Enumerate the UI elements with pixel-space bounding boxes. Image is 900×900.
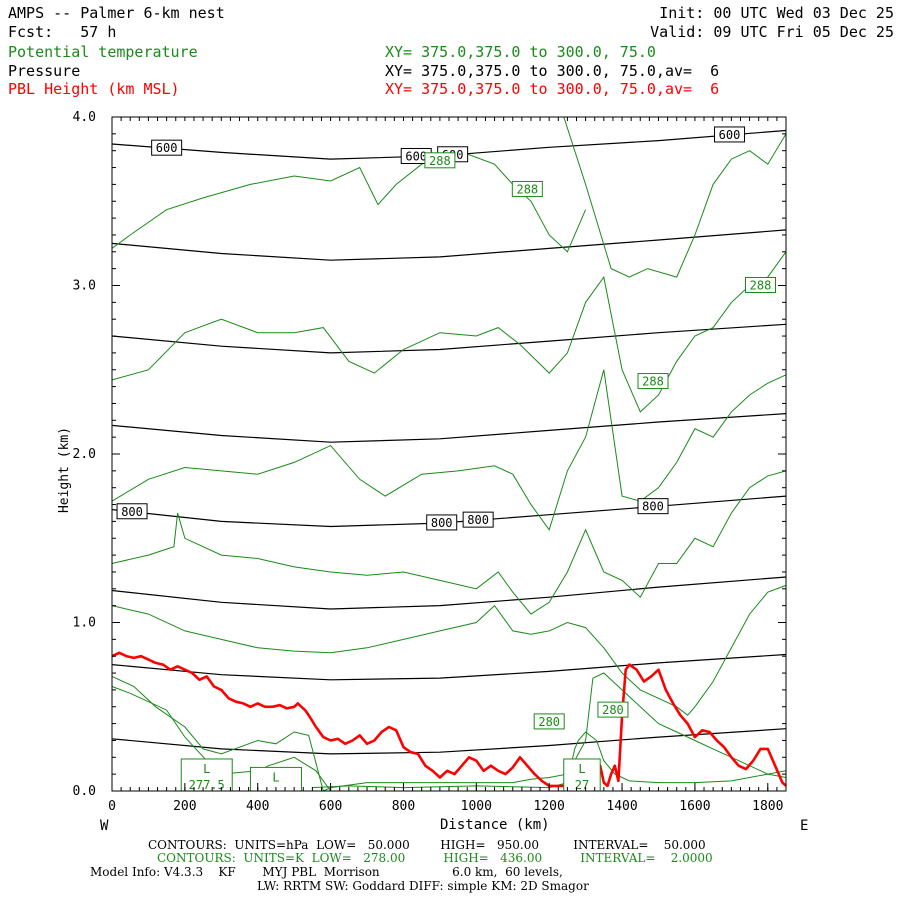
theta-contour-theta-6: [111, 672, 787, 792]
theta-label-280: 280: [602, 703, 624, 717]
pressure-contour-850-hpa: [111, 576, 787, 610]
x-tick-label: 600: [319, 799, 342, 814]
legend-pressure-xy: XY= 375.0,375.0 to 300.0, 75.0,av= 6: [385, 62, 720, 80]
pressure-label-800-box: [462, 511, 494, 528]
legend-pbl-name: PBL Height (km MSL): [8, 80, 180, 98]
legend-theta-xy: XY= 375.0,375.0 to 300.0, 75.0: [385, 43, 656, 61]
x-tick-label: 400: [246, 799, 269, 814]
legend-pbl-xy: XY= 375.0,375.0 to 300.0, 75.0,av= 6: [385, 80, 720, 98]
pressure-contour-750-hpa: [111, 413, 787, 443]
y-tick-label: 2.0: [73, 447, 96, 462]
low-marker-1-box: [180, 758, 233, 792]
theta-label-288-box: [637, 373, 669, 390]
theta-contour-theta-4: [111, 470, 787, 615]
pressure-label-600: 600: [719, 128, 741, 142]
footer-physics-info: LW: RRTM SW: Goddard DIFF: simple KM: 2D…: [257, 879, 589, 893]
pressure-label-600: 600: [405, 149, 427, 163]
theta-label-288: 288: [516, 182, 538, 196]
pressure-label-800: 800: [431, 516, 453, 530]
low-marker-3-box: [563, 758, 601, 792]
theta-contour-theta-top: [563, 116, 787, 278]
theta-contours: [111, 116, 787, 792]
pbl-height-line: [111, 651, 787, 789]
low-marker-1-value: 277.5: [189, 778, 225, 792]
x-tick-label: 1200: [534, 799, 565, 814]
pressure-contour-650-hpa: [111, 229, 787, 261]
theta-contour-theta-1: [111, 150, 587, 253]
low-marker-3: L: [578, 762, 585, 776]
x-tick-label: 1400: [606, 799, 637, 814]
y-tick-label: 4.0: [73, 110, 96, 125]
x-axis-label: Distance (km): [440, 817, 550, 833]
pressure-contour-700-hpa: [111, 323, 787, 354]
x-tick-label: 0: [108, 799, 116, 814]
theta-contour-theta-2: [111, 251, 787, 413]
forecast-hour: Fcst: 57 h: [8, 23, 117, 41]
low-marker-2: L: [272, 770, 279, 784]
chart-axes: 0 200 400 600 800 1000 1200 1400 1600 1800 0.0 1.0 2…: [73, 110, 787, 814]
init-time: Init: 00 UTC Wed 03 Dec 25: [659, 4, 894, 22]
pressure-label-600: 600: [156, 141, 178, 155]
theta-label-288: 288: [642, 375, 664, 389]
east-label: E: [800, 818, 808, 834]
x-tick-label: 200: [173, 799, 196, 814]
x-tick-label: 1000: [461, 799, 492, 814]
pressure-label-800: 800: [642, 500, 664, 514]
x-tick-label: 1800: [752, 799, 783, 814]
x-tick-label: 800: [392, 799, 415, 814]
y-tick-label: 1.0: [73, 616, 96, 631]
footer-theta-contours: CONTOURS: UNITS=K LOW= 278.00 HIGH= 436.…: [157, 851, 713, 865]
theta-label-280-box: [597, 701, 629, 718]
theta-label-288-box: [744, 277, 776, 293]
pressure-label-800-box: [116, 503, 148, 520]
theta-contour-theta-5: [111, 584, 787, 716]
footer-pressure-contours: CONTOURS: UNITS=hPa LOW= 50.000 HIGH= 95…: [148, 838, 706, 852]
legend-pressure-name: Pressure: [8, 62, 81, 80]
pressure-label-800-box: [637, 498, 669, 515]
low-marker-1: L: [203, 762, 210, 776]
pressure-contours: [111, 129, 787, 755]
pressure-label-800: 800: [467, 513, 489, 527]
pressure-label-800-box: [426, 514, 458, 531]
theta-label-288: 288: [429, 154, 451, 168]
theta-contour-theta-9: [577, 731, 787, 784]
legend-theta-name: Potential temperature: [8, 43, 198, 61]
pressure-label-600-box: [714, 126, 746, 143]
theta-contour-theta-3: [111, 369, 787, 531]
plot-frame: [111, 116, 787, 792]
pressure-contour-950-hpa: [111, 728, 787, 755]
model-title: AMPS -- Palmer 6-km nest: [8, 4, 225, 22]
pressure-label-600-box: [151, 139, 183, 156]
x-tick-label: 1600: [679, 799, 710, 814]
theta-contour-theta-8: [312, 740, 579, 789]
west-label: W: [100, 818, 109, 834]
theta-label-280: 280: [538, 715, 560, 729]
pbl-height-series: [111, 651, 787, 789]
y-tick-label: 0.0: [73, 784, 96, 799]
contour-labels: 6006006006008008008008002882882882882802…: [116, 126, 776, 792]
y-axis-label: Height (km): [57, 427, 72, 513]
y-tick-label: 3.0: [73, 279, 96, 294]
theta-label-288-box: [424, 152, 456, 169]
pressure-label-800: 800: [121, 505, 143, 519]
footer-model-info: Model Info: V4.3.3 KF MYJ PBL Morrison 6…: [90, 865, 563, 879]
theta-label-280-box: [533, 713, 565, 730]
theta-label-288-box: [511, 180, 543, 197]
pressure-contour-900-hpa: [111, 653, 787, 681]
theta-label-288: 288: [750, 279, 772, 293]
valid-time: Valid: 09 UTC Fri 05 Dec 25: [650, 23, 894, 41]
